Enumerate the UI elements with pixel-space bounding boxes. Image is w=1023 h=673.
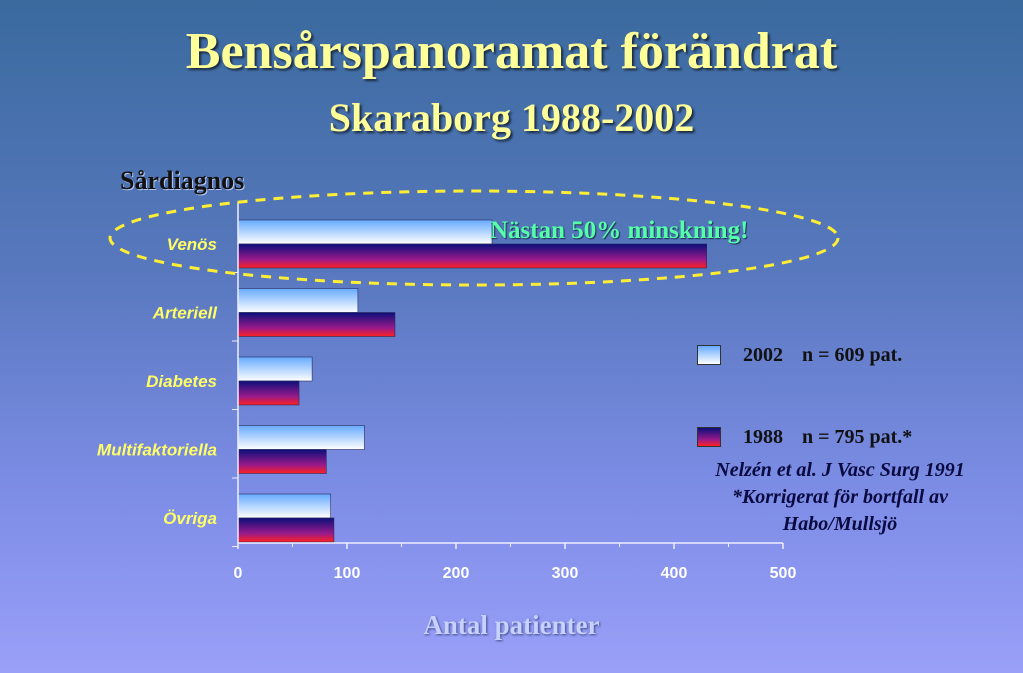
bar-2002-2 bbox=[237, 356, 313, 382]
legend-swatch-2002 bbox=[697, 345, 721, 365]
bar-1988-3 bbox=[237, 449, 327, 474]
legend-swatch-1988 bbox=[697, 427, 721, 447]
legend-item-1988: 1988 n = 795 pat.* bbox=[697, 426, 926, 448]
category-label: Arteriell bbox=[152, 304, 219, 323]
bar-1988-1 bbox=[237, 312, 396, 337]
slide-title: Bensårspanoramat förändrat bbox=[185, 23, 838, 80]
bar-2002-4 bbox=[237, 493, 331, 519]
x-tick-label: 500 bbox=[770, 565, 797, 582]
legend-year-1988: 1988 bbox=[743, 425, 783, 448]
legend-n-1988: n = 795 pat.* bbox=[802, 425, 913, 448]
bar-2002-1 bbox=[237, 288, 359, 313]
x-axis-title: Antal patienter bbox=[423, 610, 600, 640]
y-axis-title: Sårdiagnos bbox=[120, 166, 245, 195]
x-tick-label: 200 bbox=[443, 565, 470, 582]
bar-1988-2 bbox=[237, 380, 300, 406]
category-label: Venös bbox=[167, 235, 217, 254]
category-label: Övriga bbox=[163, 509, 217, 528]
category-label: Multifaktoriella bbox=[97, 441, 217, 460]
x-tick-label: 300 bbox=[552, 565, 579, 582]
x-tick-label: 0 bbox=[234, 565, 243, 582]
citation-line: *Korrigerat för bortfall av bbox=[731, 486, 949, 508]
category-label: Diabetes bbox=[146, 372, 217, 391]
legend-n-2002: n = 609 pat. bbox=[802, 343, 903, 366]
legend-item-2002: 2002 n = 609 pat. bbox=[697, 344, 916, 366]
bar-2002-0 bbox=[237, 219, 493, 245]
x-tick-label: 100 bbox=[334, 565, 361, 582]
highlight-ellipse bbox=[108, 189, 840, 287]
slide-subtitle: Skaraborg 1988-2002 bbox=[328, 95, 695, 140]
citation-line: Habo/Mullsjö bbox=[782, 513, 898, 535]
bar-2002-3 bbox=[237, 425, 365, 450]
bar-1988-4 bbox=[237, 517, 335, 543]
annotation-text: Nästan 50% minskning! bbox=[490, 217, 749, 244]
legend-year-2002: 2002 bbox=[743, 343, 783, 366]
citation: Nelzén et al. J Vasc Surg 1991 *Korriger… bbox=[690, 457, 990, 538]
citation-line: Nelzén et al. J Vasc Surg 1991 bbox=[715, 459, 965, 481]
x-tick-label: 400 bbox=[661, 565, 688, 582]
bar-1988-0 bbox=[237, 243, 708, 269]
